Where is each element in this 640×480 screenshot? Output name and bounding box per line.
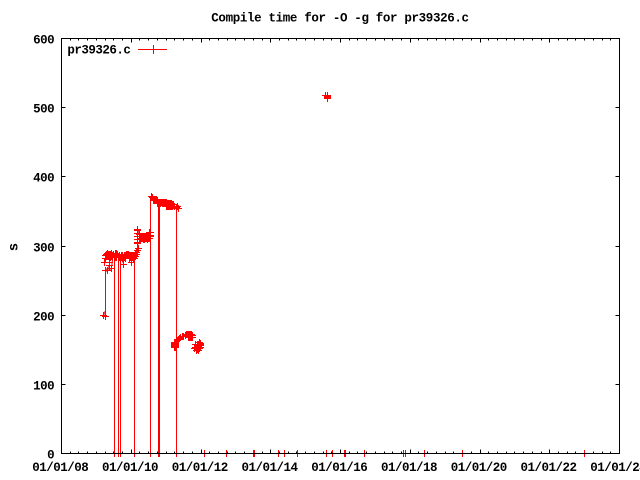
svg-text:200: 200 (33, 311, 54, 325)
svg-text:500: 500 (33, 103, 54, 117)
svg-text:400: 400 (33, 172, 54, 186)
svg-text:01/01/08: 01/01/08 (32, 461, 88, 475)
svg-text:01/01/14: 01/01/14 (242, 461, 299, 475)
svg-text:01/01/22: 01/01/22 (521, 461, 577, 475)
svg-text:600: 600 (33, 34, 54, 48)
svg-text:01/01/18: 01/01/18 (381, 461, 437, 475)
svg-text:01/01/10: 01/01/10 (102, 461, 158, 475)
svg-text:01/01/16: 01/01/16 (311, 461, 367, 475)
svg-text:100: 100 (33, 380, 54, 394)
svg-text:s: s (7, 243, 23, 251)
svg-text:300: 300 (33, 242, 54, 256)
svg-text:01/01/20: 01/01/20 (451, 461, 507, 475)
svg-text:01/01/12: 01/01/12 (172, 461, 228, 475)
svg-text:01/01/24: 01/01/24 (590, 461, 640, 475)
svg-text:0: 0 (47, 449, 54, 463)
svg-text:pr39326.c: pr39326.c (67, 43, 130, 57)
svg-text:Compile time for -O -g for pr3: Compile time for -O -g for pr39326.c (211, 11, 468, 25)
